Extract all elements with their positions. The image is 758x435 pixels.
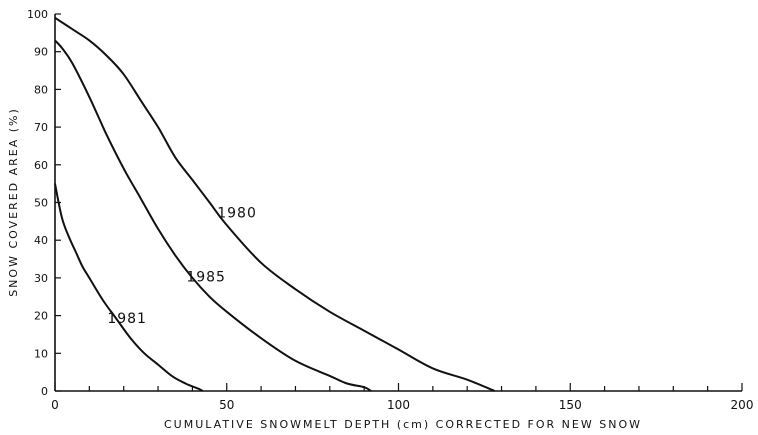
series-label-1981: 1981 <box>107 311 147 327</box>
series-curves <box>54 16 496 392</box>
y-tick-label: 60 <box>34 159 48 172</box>
x-tick-label: 200 <box>731 398 754 412</box>
x-tick-label: 50 <box>219 398 234 412</box>
y-tick-label: 70 <box>34 121 48 134</box>
x-axis-title: CUMULATIVE SNOWMELT DEPTH (cm) CORRECTED… <box>164 418 642 431</box>
y-axis-title: SNOW COVERED AREA (%) <box>7 107 20 297</box>
series-label-1980: 1980 <box>217 206 257 222</box>
y-tick-label: 40 <box>34 234 48 247</box>
y-axis-ticks: 0 10 20 30 40 50 60 70 80 90 100 <box>27 8 61 398</box>
series-labels: 1980 1985 1981 <box>107 206 257 328</box>
series-line-1981 <box>54 183 204 392</box>
y-tick-label: 80 <box>34 83 48 96</box>
y-tick-label: 50 <box>34 197 48 210</box>
y-tick-label: 100 <box>27 8 48 21</box>
x-tick-label: 100 <box>387 398 410 412</box>
y-tick-label: 10 <box>34 347 48 360</box>
x-axis-ticks: 0 50 100 150 200 <box>51 383 753 412</box>
series-label-1985: 1985 <box>186 270 226 286</box>
series-line-1980 <box>54 16 496 392</box>
series-line-1985 <box>54 39 372 392</box>
y-tick-label: 30 <box>34 272 48 285</box>
x-tick-label: 150 <box>559 398 582 412</box>
y-tick-label: 90 <box>34 46 48 59</box>
x-tick-label: 0 <box>51 398 59 412</box>
y-tick-label: 20 <box>34 310 48 323</box>
y-tick-label: 0 <box>41 385 48 398</box>
